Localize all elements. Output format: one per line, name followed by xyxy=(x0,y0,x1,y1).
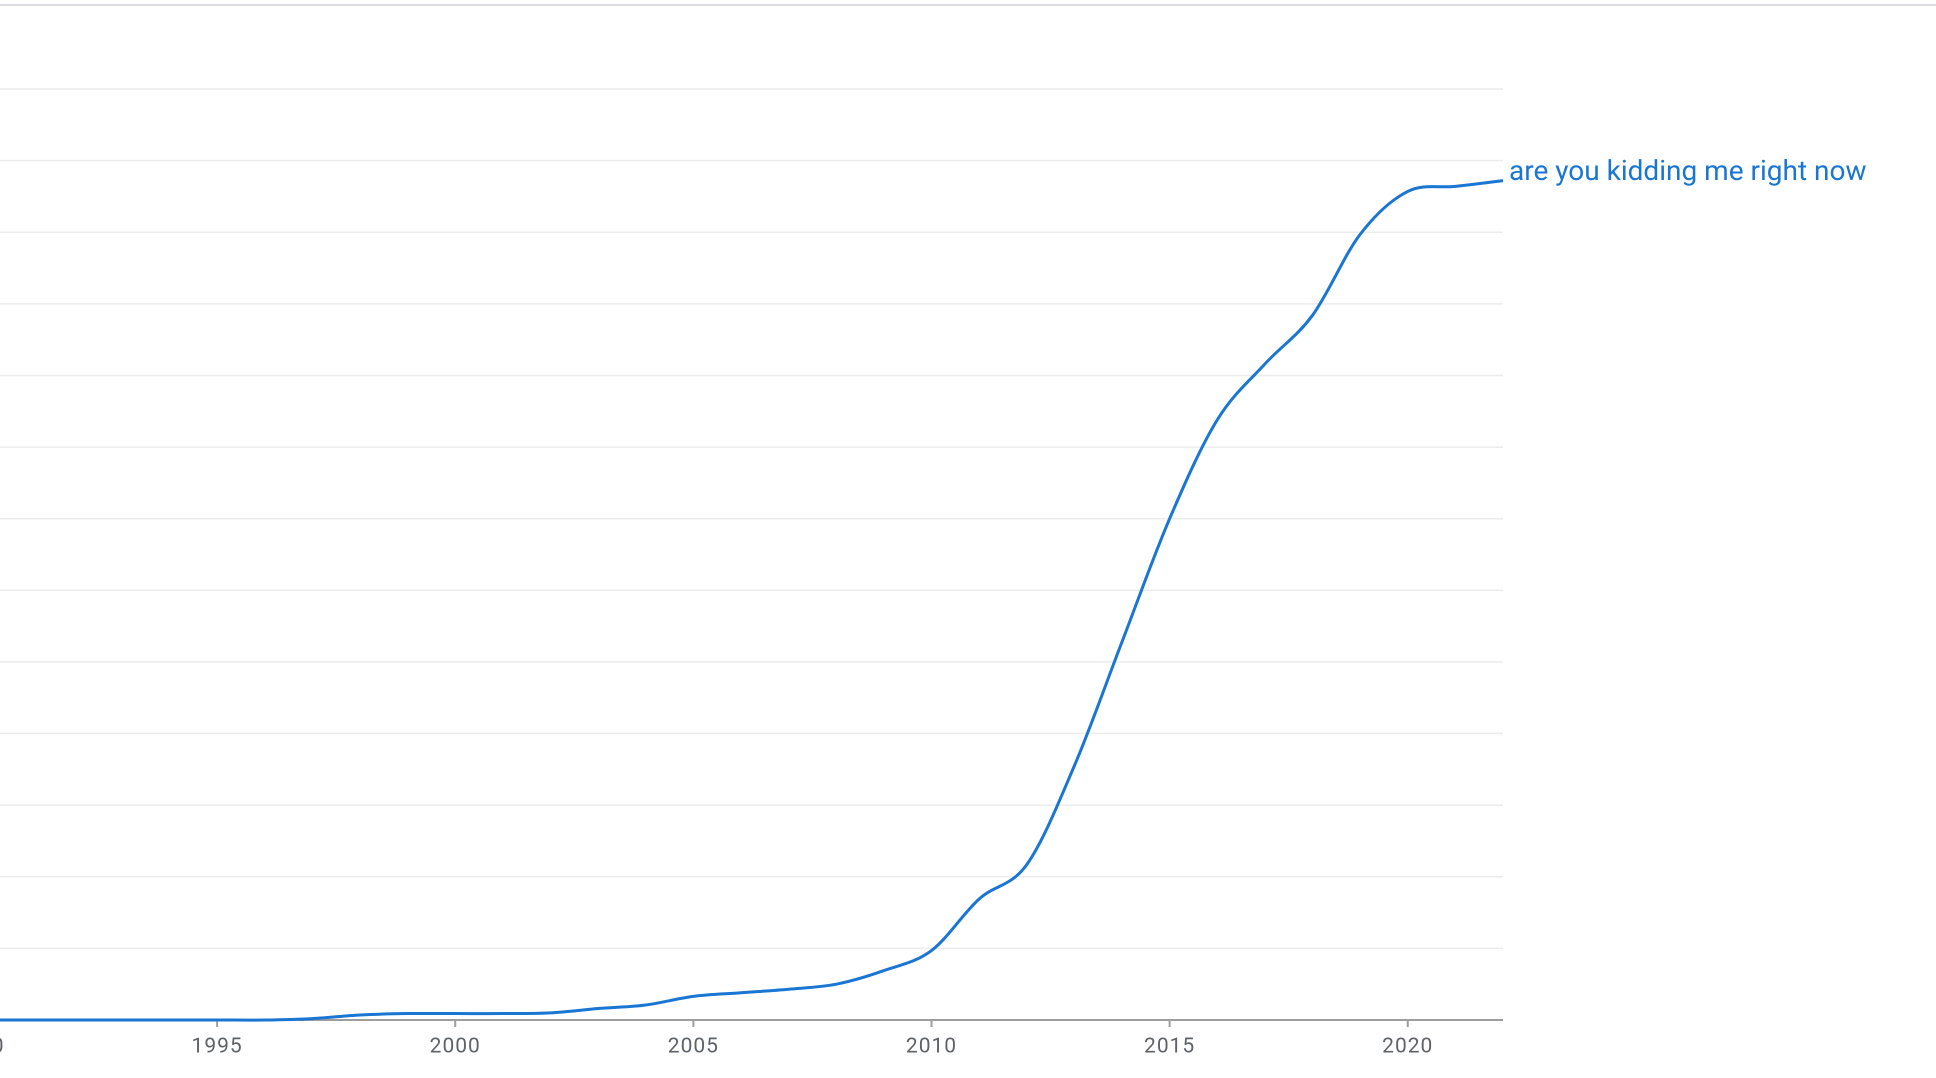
x-tick-label: 1995 xyxy=(192,1035,243,1059)
series-line xyxy=(0,179,1504,1022)
x-tick-label: 2010 xyxy=(906,1035,957,1059)
x-tick-label: 2005 xyxy=(668,1035,719,1059)
series-label: are you kidding me right now xyxy=(1509,154,1867,187)
x-tick-label: 2000 xyxy=(430,1035,481,1059)
x-tick-label: 2020 xyxy=(1382,1035,1433,1059)
x-tick-label: 2015 xyxy=(1144,1035,1195,1059)
x-tick-label: 1990 xyxy=(0,1035,5,1059)
